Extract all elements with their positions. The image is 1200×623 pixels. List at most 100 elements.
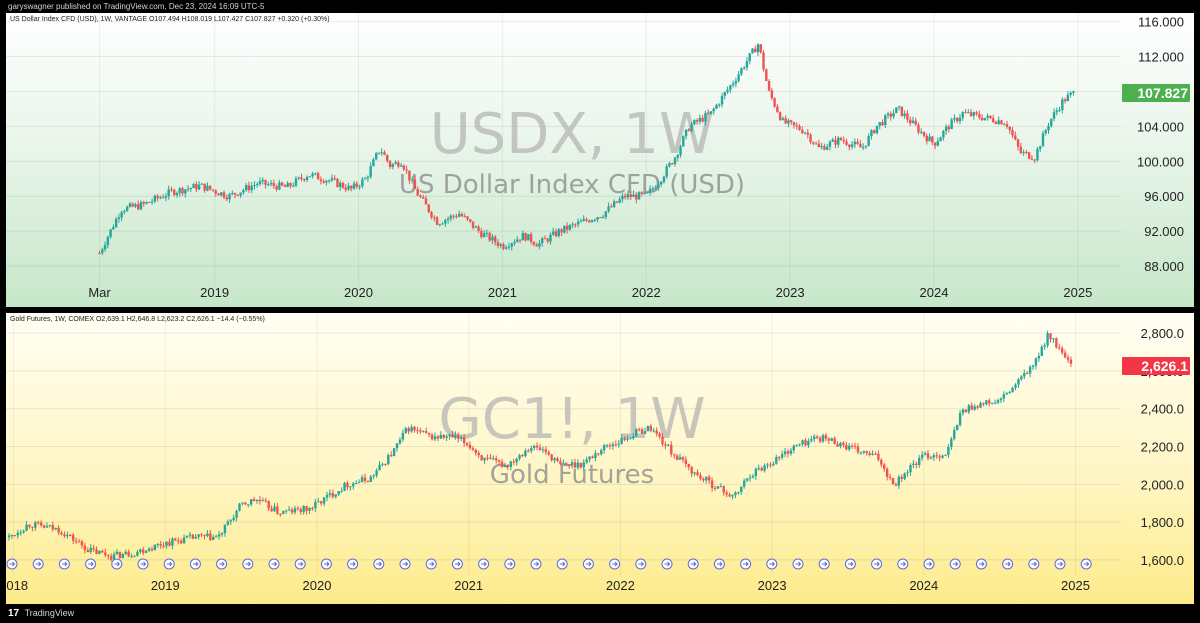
- candle-body: [114, 218, 118, 228]
- candle-body: [279, 513, 282, 515]
- candle-body: [162, 545, 165, 547]
- candle-body: [200, 534, 203, 536]
- candle-body: [983, 117, 987, 121]
- candle-body: [244, 185, 248, 191]
- candle-body: [530, 448, 533, 451]
- candle-body: [233, 192, 237, 195]
- event-arrow-icon: [952, 561, 959, 567]
- candle-body: [710, 480, 714, 488]
- candle-body: [214, 536, 218, 538]
- candle-body: [806, 132, 810, 135]
- candle-body: [538, 243, 541, 247]
- candle-body: [164, 196, 168, 198]
- candle-body: [684, 129, 688, 137]
- candle-body: [1069, 92, 1072, 95]
- candle-body: [1066, 94, 1070, 102]
- candle-body: [495, 458, 498, 461]
- candle-body: [1003, 124, 1006, 126]
- candle-body: [664, 444, 667, 446]
- candle-body: [125, 206, 129, 212]
- candle-body: [770, 90, 774, 99]
- candle-body: [1061, 99, 1064, 110]
- candle-body: [982, 403, 985, 405]
- candle-body: [637, 429, 641, 431]
- tradingview-logo-icon[interactable]: 17: [8, 608, 20, 619]
- candle-body: [929, 457, 933, 459]
- candle-body: [559, 461, 562, 465]
- candle-body: [398, 439, 402, 444]
- tradingview-brand[interactable]: TradingView: [24, 608, 75, 618]
- candle-body: [444, 219, 447, 224]
- candle-body: [678, 457, 682, 460]
- event-arrow-icon: [428, 561, 435, 567]
- candle-body: [918, 457, 921, 465]
- candle-body: [535, 244, 538, 247]
- gold-event-markers: [6, 558, 1092, 570]
- candle-body: [942, 130, 945, 138]
- candle-body: [311, 173, 314, 177]
- usdx-candles: [98, 43, 1075, 256]
- candle-body: [272, 183, 276, 187]
- pane-divider[interactable]: [0, 307, 1200, 313]
- candle-body: [1005, 393, 1008, 395]
- candle-body: [932, 455, 936, 458]
- candle-body: [346, 482, 349, 488]
- candle-body: [170, 189, 173, 191]
- candle-body: [147, 548, 151, 552]
- usdx-chart-svg[interactable]: USDX, 1W US Dollar Index CFD (USD) 88.00…: [6, 13, 1194, 307]
- candle-body: [394, 162, 397, 165]
- candle-body: [652, 430, 655, 432]
- candle-body: [1044, 130, 1047, 134]
- candle-body: [861, 146, 865, 148]
- candle-body: [191, 534, 195, 539]
- candle-body: [549, 234, 552, 242]
- gold-chart-svg[interactable]: GC1!, 1W Gold Futures 1,600.01,800.02,00…: [6, 313, 1194, 604]
- event-arrow-icon: [821, 561, 828, 567]
- candle-body: [792, 122, 796, 126]
- candle-body: [280, 182, 284, 186]
- candle-body: [842, 140, 845, 142]
- candle-body: [585, 219, 588, 221]
- candle-body: [419, 430, 422, 432]
- candle-body: [378, 464, 381, 471]
- candle-body: [994, 122, 998, 124]
- candle-body: [590, 220, 594, 223]
- candle-body: [101, 249, 104, 254]
- gold-chart-pane[interactable]: Gold Futures, 1W, COMEX O2,639.1 H2,646.…: [6, 313, 1194, 604]
- x-tick-label: 2019: [151, 578, 180, 593]
- candle-body: [867, 135, 870, 146]
- event-arrow-icon: [585, 561, 592, 567]
- candle-body: [657, 184, 660, 189]
- candle-body: [305, 506, 308, 511]
- candle-body: [795, 444, 798, 446]
- candle-body: [480, 230, 483, 238]
- candle-body: [51, 525, 54, 530]
- usdx-chart-pane[interactable]: US Dollar Index CFD (USD), 1W, VANTAGE O…: [6, 13, 1194, 307]
- candle-body: [416, 430, 419, 432]
- candle-body: [173, 189, 176, 196]
- candle-body: [317, 501, 320, 503]
- candle-body: [192, 183, 195, 188]
- candle-body: [452, 215, 455, 217]
- x-tick-label: 2020: [344, 285, 373, 300]
- candle-body: [823, 146, 826, 150]
- candle-body: [827, 438, 831, 441]
- candle-body: [646, 426, 650, 432]
- candle-body: [600, 450, 603, 455]
- candle-body: [874, 453, 877, 455]
- candle-body: [483, 457, 486, 461]
- candle-body: [601, 216, 605, 218]
- candle-body: [562, 463, 565, 465]
- candle-body: [161, 197, 165, 199]
- candle-body: [632, 436, 635, 439]
- candle-body: [576, 221, 580, 225]
- candle-body: [72, 534, 75, 541]
- candle-body: [696, 472, 699, 476]
- candle-body: [341, 182, 345, 188]
- x-tick-label: 2018: [6, 578, 28, 593]
- candle-body: [906, 472, 909, 474]
- candle-body: [486, 457, 489, 459]
- candle-body: [705, 476, 708, 481]
- candle-body: [582, 462, 585, 468]
- candle-body: [886, 113, 890, 116]
